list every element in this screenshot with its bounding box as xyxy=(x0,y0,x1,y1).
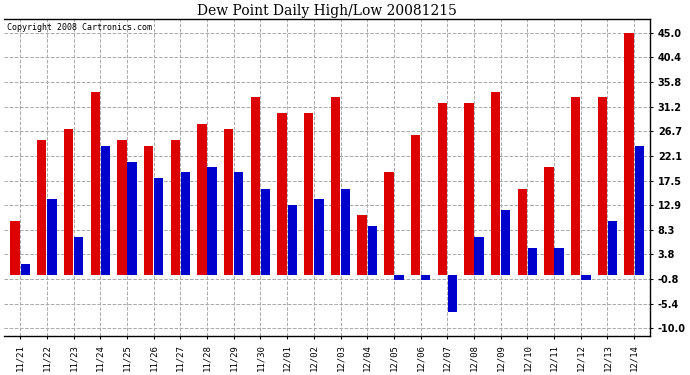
Bar xyxy=(64,129,73,274)
Bar xyxy=(368,226,377,274)
Bar xyxy=(528,248,537,274)
Bar xyxy=(90,92,100,274)
Bar xyxy=(491,92,500,274)
Bar xyxy=(475,237,484,274)
Bar xyxy=(181,172,190,274)
Bar xyxy=(197,124,206,274)
Bar xyxy=(117,140,126,274)
Bar xyxy=(598,97,607,274)
Bar xyxy=(261,189,270,274)
Bar xyxy=(341,189,351,274)
Bar xyxy=(571,97,580,274)
Bar xyxy=(21,264,30,274)
Bar xyxy=(74,237,83,274)
Bar xyxy=(250,97,260,274)
Bar xyxy=(357,215,367,274)
Bar xyxy=(411,135,420,274)
Bar xyxy=(555,248,564,274)
Bar xyxy=(304,113,313,274)
Bar xyxy=(234,172,244,274)
Bar xyxy=(224,129,233,274)
Bar xyxy=(128,162,137,274)
Bar xyxy=(608,221,618,274)
Bar xyxy=(48,200,57,274)
Bar xyxy=(581,274,591,280)
Bar xyxy=(208,167,217,274)
Bar xyxy=(37,140,46,274)
Bar xyxy=(437,103,447,274)
Bar xyxy=(448,274,457,312)
Text: Copyright 2008 Cartronics.com: Copyright 2008 Cartronics.com xyxy=(8,22,152,32)
Bar xyxy=(154,178,164,274)
Bar xyxy=(394,274,404,280)
Bar xyxy=(501,210,511,274)
Title: Dew Point Daily High/Low 20081215: Dew Point Daily High/Low 20081215 xyxy=(197,4,457,18)
Bar xyxy=(464,103,473,274)
Bar xyxy=(624,33,634,274)
Bar xyxy=(518,189,527,274)
Bar xyxy=(421,274,431,280)
Bar xyxy=(170,140,180,274)
Bar xyxy=(10,221,20,274)
Bar xyxy=(384,172,393,274)
Bar xyxy=(314,200,324,274)
Bar xyxy=(277,113,287,274)
Bar xyxy=(331,97,340,274)
Bar xyxy=(144,146,153,274)
Bar xyxy=(288,205,297,274)
Bar xyxy=(101,146,110,274)
Bar xyxy=(635,146,644,274)
Bar xyxy=(544,167,553,274)
